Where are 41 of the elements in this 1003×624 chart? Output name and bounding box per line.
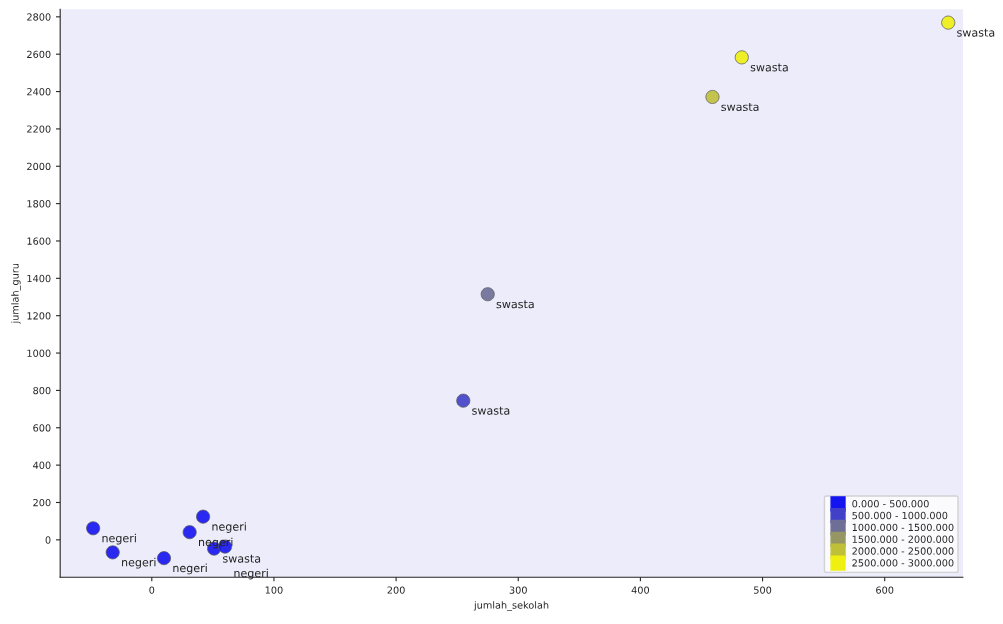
y-tick-label: 1600 xyxy=(27,237,51,245)
x-tick-label: 500 xyxy=(754,586,772,594)
x-tick-label: 400 xyxy=(631,586,650,594)
y-tick-label: 1400 xyxy=(27,274,51,283)
y-tick-label: 2200 xyxy=(27,125,51,133)
annotation: swasta xyxy=(721,103,759,112)
annotation: negeri xyxy=(122,557,156,569)
y-tick-label: 1000 xyxy=(27,349,51,357)
y-tick-label: 2400 xyxy=(27,88,51,96)
x-tick-label: 100 xyxy=(265,586,283,594)
y-axis-title: jumlah_guru xyxy=(11,263,21,324)
legend-label: 500.000 - 1000.000 xyxy=(852,511,948,520)
annotation: negeri xyxy=(212,522,246,533)
y-tick-label: 400 xyxy=(33,461,51,469)
x-tick-label: 0 xyxy=(149,586,155,594)
annotation: swasta xyxy=(957,28,995,37)
annotation: negeri xyxy=(102,533,136,545)
legend-label: 1500.000 - 2000.000 xyxy=(852,535,954,543)
y-tick-label: 1800 xyxy=(27,200,51,208)
y-tick-label: 800 xyxy=(33,386,51,395)
annotation: negeri xyxy=(173,563,207,575)
annotation: swasta xyxy=(223,554,261,563)
legend-label: 1000.000 - 1500.000 xyxy=(852,523,954,532)
y-tick-label: 2000 xyxy=(27,162,51,171)
annotation: negeri xyxy=(234,568,268,580)
annotation: swasta xyxy=(496,300,534,309)
legend-label: 2000.000 - 2500.000 xyxy=(852,547,954,555)
y-tick-label: 0 xyxy=(45,536,51,544)
x-tick-label: 600 xyxy=(876,586,894,594)
annotation: swasta xyxy=(750,63,788,72)
y-tick-label: 2600 xyxy=(27,50,51,59)
x-tick-label: 300 xyxy=(509,586,527,594)
legend-label: 0.000 - 500.000 xyxy=(852,500,929,508)
y-tick-label: 600 xyxy=(33,424,51,432)
y-tick-label: 200 xyxy=(33,498,51,507)
legend-label: 2500.000 - 3000.000 xyxy=(852,559,954,567)
annotation: swasta xyxy=(472,406,510,415)
y-tick-label: 2800 xyxy=(27,13,51,21)
x-axis-title: jumlah_sekolah xyxy=(473,601,549,611)
y-tick-label: 1200 xyxy=(27,312,51,320)
x-tick-label: 200 xyxy=(387,586,405,594)
